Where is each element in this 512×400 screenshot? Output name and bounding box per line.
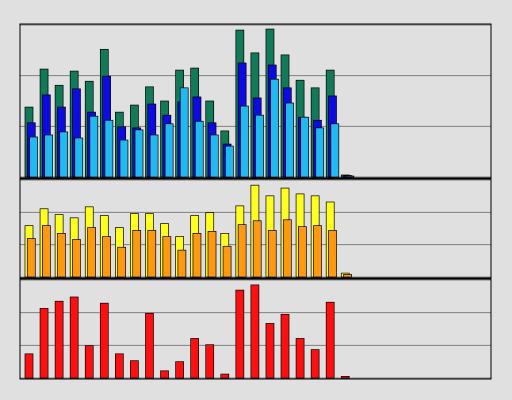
bar	[104, 119, 114, 178]
bar	[117, 246, 127, 278]
bar	[145, 312, 154, 379]
bar	[225, 145, 234, 178]
bar	[162, 236, 172, 278]
bar	[340, 376, 350, 379]
bar	[179, 87, 189, 178]
bar	[252, 220, 262, 278]
bar	[130, 360, 139, 379]
bar	[29, 136, 38, 178]
bar	[282, 219, 292, 278]
bar	[265, 323, 275, 379]
bar	[177, 249, 187, 278]
bar	[54, 300, 64, 379]
bar	[24, 353, 34, 379]
bar	[240, 105, 249, 178]
bar	[84, 345, 94, 379]
bar	[330, 123, 340, 178]
bar	[325, 301, 335, 379]
bar	[209, 134, 219, 178]
bar	[87, 227, 96, 278]
bar	[250, 284, 260, 379]
bar	[310, 349, 320, 379]
bar	[42, 225, 51, 278]
bar	[295, 338, 305, 379]
bar	[190, 338, 200, 379]
bar	[147, 230, 157, 278]
bar	[149, 134, 159, 178]
bar	[44, 134, 54, 178]
bar	[207, 231, 217, 278]
bar	[115, 353, 124, 379]
bar	[300, 116, 310, 178]
bar	[99, 302, 109, 379]
bar	[220, 373, 230, 379]
bar	[194, 120, 204, 178]
bar	[270, 78, 279, 178]
bar	[237, 224, 247, 278]
bar	[192, 233, 202, 278]
bar	[255, 114, 264, 178]
bar	[57, 233, 66, 278]
bar	[134, 129, 144, 178]
panel-frame	[19, 23, 492, 179]
bar	[328, 230, 337, 278]
bar	[267, 230, 277, 278]
bar	[26, 238, 36, 278]
bar	[39, 308, 49, 379]
bar	[345, 175, 355, 178]
bar	[74, 137, 84, 178]
panel-frame	[19, 278, 492, 380]
bar	[280, 313, 290, 379]
bar	[72, 239, 81, 278]
bar	[132, 230, 142, 278]
bar	[119, 139, 129, 178]
bar	[343, 274, 352, 278]
bar	[59, 131, 69, 178]
bar	[235, 289, 245, 379]
bar	[205, 344, 215, 379]
bar	[89, 115, 99, 178]
bar	[69, 296, 79, 379]
bar	[298, 226, 307, 278]
bar	[160, 370, 169, 379]
panel-frame	[19, 178, 492, 279]
bar	[313, 225, 322, 278]
bar	[164, 123, 174, 178]
bar	[285, 102, 294, 178]
bar	[315, 127, 325, 178]
bar	[175, 361, 184, 379]
bar	[222, 245, 232, 278]
bar	[102, 236, 111, 278]
